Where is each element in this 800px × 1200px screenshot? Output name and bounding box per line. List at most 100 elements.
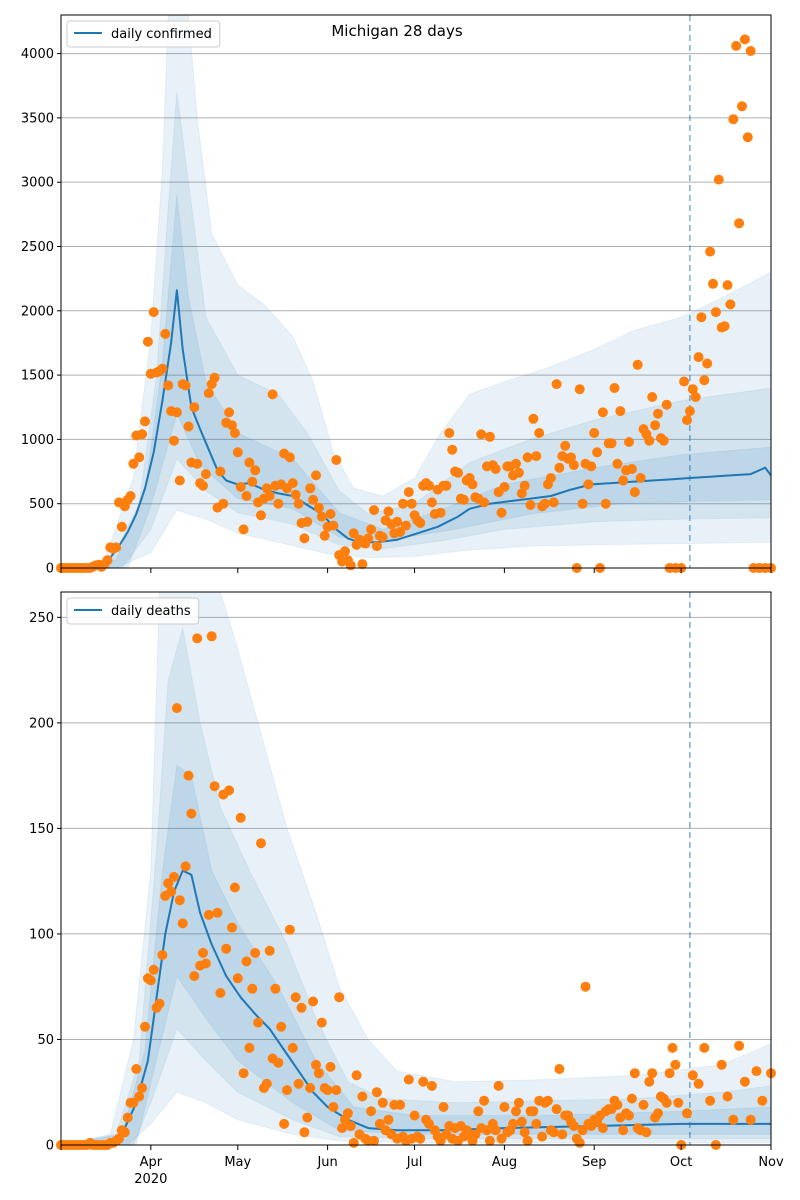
- observed-point: [557, 1129, 568, 1140]
- observed-point: [519, 1127, 530, 1138]
- observed-point: [331, 1085, 342, 1096]
- observed-point: [308, 996, 319, 1007]
- observed-point: [574, 384, 585, 395]
- observed-point: [757, 1095, 768, 1106]
- observed-point: [493, 1080, 504, 1091]
- observed-point: [441, 480, 452, 491]
- observed-point: [638, 1099, 649, 1110]
- observed-point: [357, 1091, 368, 1102]
- observed-point: [244, 1042, 255, 1053]
- observed-point: [513, 467, 524, 478]
- observed-point: [600, 498, 611, 509]
- observed-point: [227, 922, 237, 933]
- observed-point: [458, 494, 469, 505]
- observed-point: [148, 307, 159, 318]
- observed-point: [531, 451, 542, 462]
- observed-point: [299, 533, 310, 544]
- observed-point: [313, 1068, 324, 1079]
- observed-point: [568, 1121, 579, 1131]
- observed-point: [284, 452, 295, 463]
- observed-point: [232, 973, 243, 984]
- observed-point: [299, 1127, 310, 1138]
- observed-point: [673, 1097, 684, 1108]
- observed-point: [653, 408, 663, 419]
- observed-point: [305, 483, 316, 494]
- observed-point: [722, 280, 733, 291]
- observed-point: [325, 509, 336, 519]
- observed-point: [273, 498, 284, 509]
- observed-point: [719, 321, 730, 332]
- observed-point: [551, 1104, 562, 1115]
- observed-point: [424, 480, 434, 491]
- x-tick-label: Aug: [492, 1155, 517, 1170]
- y-tick-label: 50: [37, 1033, 54, 1048]
- observed-point: [583, 479, 594, 490]
- observed-point: [496, 1133, 507, 1144]
- x-year-label: 2020: [134, 1172, 167, 1187]
- observed-point: [142, 336, 153, 347]
- observed-point: [725, 299, 736, 310]
- observed-point: [171, 703, 182, 714]
- observed-point: [276, 1021, 287, 1032]
- observed-point: [525, 500, 536, 510]
- observed-point: [626, 1093, 637, 1104]
- observed-point: [102, 555, 113, 566]
- observed-point: [125, 491, 136, 501]
- observed-point: [415, 518, 426, 528]
- observed-point: [624, 437, 634, 447]
- observed-point: [311, 1059, 321, 1070]
- observed-point: [629, 487, 640, 498]
- observed-point: [224, 785, 235, 796]
- x-tick-label: Nov: [758, 1155, 784, 1170]
- observed-point: [447, 444, 458, 455]
- observed-point: [316, 1017, 327, 1028]
- observed-point: [374, 1118, 385, 1129]
- observed-point: [731, 40, 742, 51]
- observed-point: [626, 464, 637, 474]
- observed-point: [496, 507, 507, 518]
- observed-point: [293, 498, 304, 509]
- observed-point: [577, 1125, 588, 1136]
- observed-point: [745, 46, 756, 56]
- observed-point: [470, 1129, 481, 1140]
- observed-point: [154, 998, 165, 1009]
- observed-point: [722, 1091, 733, 1102]
- observed-point: [221, 943, 232, 954]
- observed-point: [256, 838, 266, 849]
- uncertainty-band: [61, 764, 771, 1145]
- observed-point: [192, 458, 203, 469]
- observed-point: [597, 407, 608, 418]
- observed-point: [548, 497, 559, 508]
- observed-point: [519, 480, 530, 491]
- observed-point: [267, 389, 278, 400]
- observed-point: [189, 402, 200, 413]
- observed-point: [241, 491, 252, 501]
- observed-point: [253, 1017, 264, 1028]
- observed-point: [287, 1042, 298, 1053]
- observed-point: [369, 1135, 379, 1146]
- observed-point: [589, 428, 600, 438]
- observed-point: [484, 1135, 495, 1146]
- observed-point: [264, 945, 275, 956]
- observed-point: [328, 520, 339, 531]
- observed-point: [661, 399, 672, 410]
- observed-point: [131, 1064, 142, 1074]
- observed-point: [229, 882, 240, 893]
- y-tick-label: 4000: [21, 47, 54, 62]
- observed-point: [183, 770, 194, 781]
- observed-point: [319, 530, 330, 541]
- observed-point: [490, 464, 501, 474]
- observed-point: [710, 307, 721, 318]
- observed-point: [687, 1070, 698, 1081]
- observed-point: [435, 507, 446, 518]
- observed-point: [522, 452, 533, 463]
- observed-point: [708, 278, 718, 289]
- observed-point: [328, 1102, 339, 1112]
- observed-point: [180, 861, 191, 872]
- observed-point: [745, 1114, 756, 1125]
- observed-point: [163, 380, 174, 391]
- observed-point: [586, 461, 597, 472]
- observed-point: [209, 781, 220, 792]
- observed-point: [418, 1076, 429, 1087]
